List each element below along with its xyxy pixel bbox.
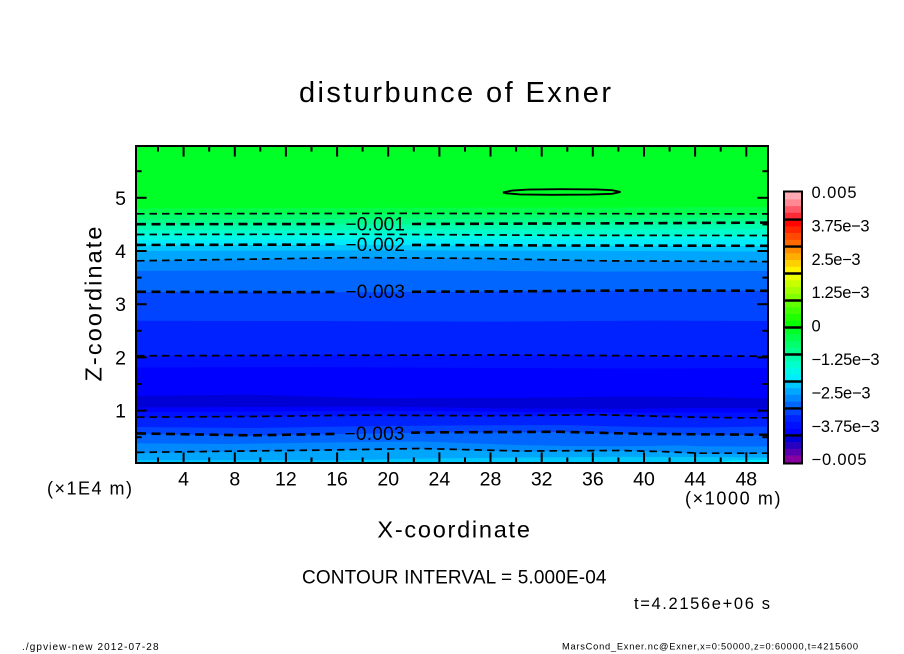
svg-text:−3.75e−3: −3.75e−3: [812, 418, 880, 436]
svg-text:(×1000 m): (×1000 m): [685, 489, 781, 509]
svg-text:4: 4: [115, 241, 126, 263]
svg-text:−0.003: −0.003: [346, 282, 406, 303]
svg-text:0: 0: [812, 318, 821, 336]
svg-text:20: 20: [377, 469, 399, 491]
svg-text:t=4.2156e+06 s: t=4.2156e+06 s: [634, 595, 770, 613]
svg-text:−2.5e−3: −2.5e−3: [812, 384, 871, 402]
svg-text:3.75e−3: 3.75e−3: [812, 217, 870, 235]
svg-text:2: 2: [115, 347, 126, 369]
svg-text:12: 12: [275, 469, 297, 491]
svg-text:Z-coordinate: Z-coordinate: [81, 227, 107, 382]
svg-text:44: 44: [684, 469, 706, 491]
svg-text:5: 5: [115, 188, 126, 210]
svg-text:28: 28: [480, 469, 502, 491]
svg-text:CONTOUR INTERVAL = 5.000E-04: CONTOUR INTERVAL = 5.000E-04: [302, 567, 607, 588]
svg-text:(×1E4 m): (×1E4 m): [47, 479, 132, 499]
svg-text:8: 8: [229, 469, 240, 491]
svg-text:3: 3: [115, 294, 126, 316]
svg-text:40: 40: [633, 469, 655, 491]
svg-text:./gpview-new 2012-07-28: ./gpview-new 2012-07-28: [22, 642, 159, 653]
svg-text:−0.002: −0.002: [346, 235, 406, 256]
svg-text:−0.003: −0.003: [345, 424, 405, 445]
svg-text:16: 16: [326, 469, 348, 491]
svg-text:2.5e−3: 2.5e−3: [812, 251, 861, 269]
svg-text:4: 4: [178, 469, 189, 491]
svg-text:0.005: 0.005: [812, 184, 857, 202]
svg-text:1: 1: [115, 401, 126, 423]
svg-text:32: 32: [531, 469, 553, 491]
svg-text:48: 48: [735, 469, 757, 491]
svg-text:−0.001: −0.001: [346, 214, 406, 235]
svg-text:−0.005: −0.005: [812, 451, 867, 469]
svg-text:1.25e−3: 1.25e−3: [812, 284, 870, 302]
svg-text:−1.25e−3: −1.25e−3: [812, 351, 880, 369]
svg-text:MarsCond_Exner.nc@Exner,x=0:50: MarsCond_Exner.nc@Exner,x=0:50000,z=0:60…: [562, 642, 858, 652]
svg-text:24: 24: [429, 469, 451, 491]
svg-text:36: 36: [582, 469, 604, 491]
